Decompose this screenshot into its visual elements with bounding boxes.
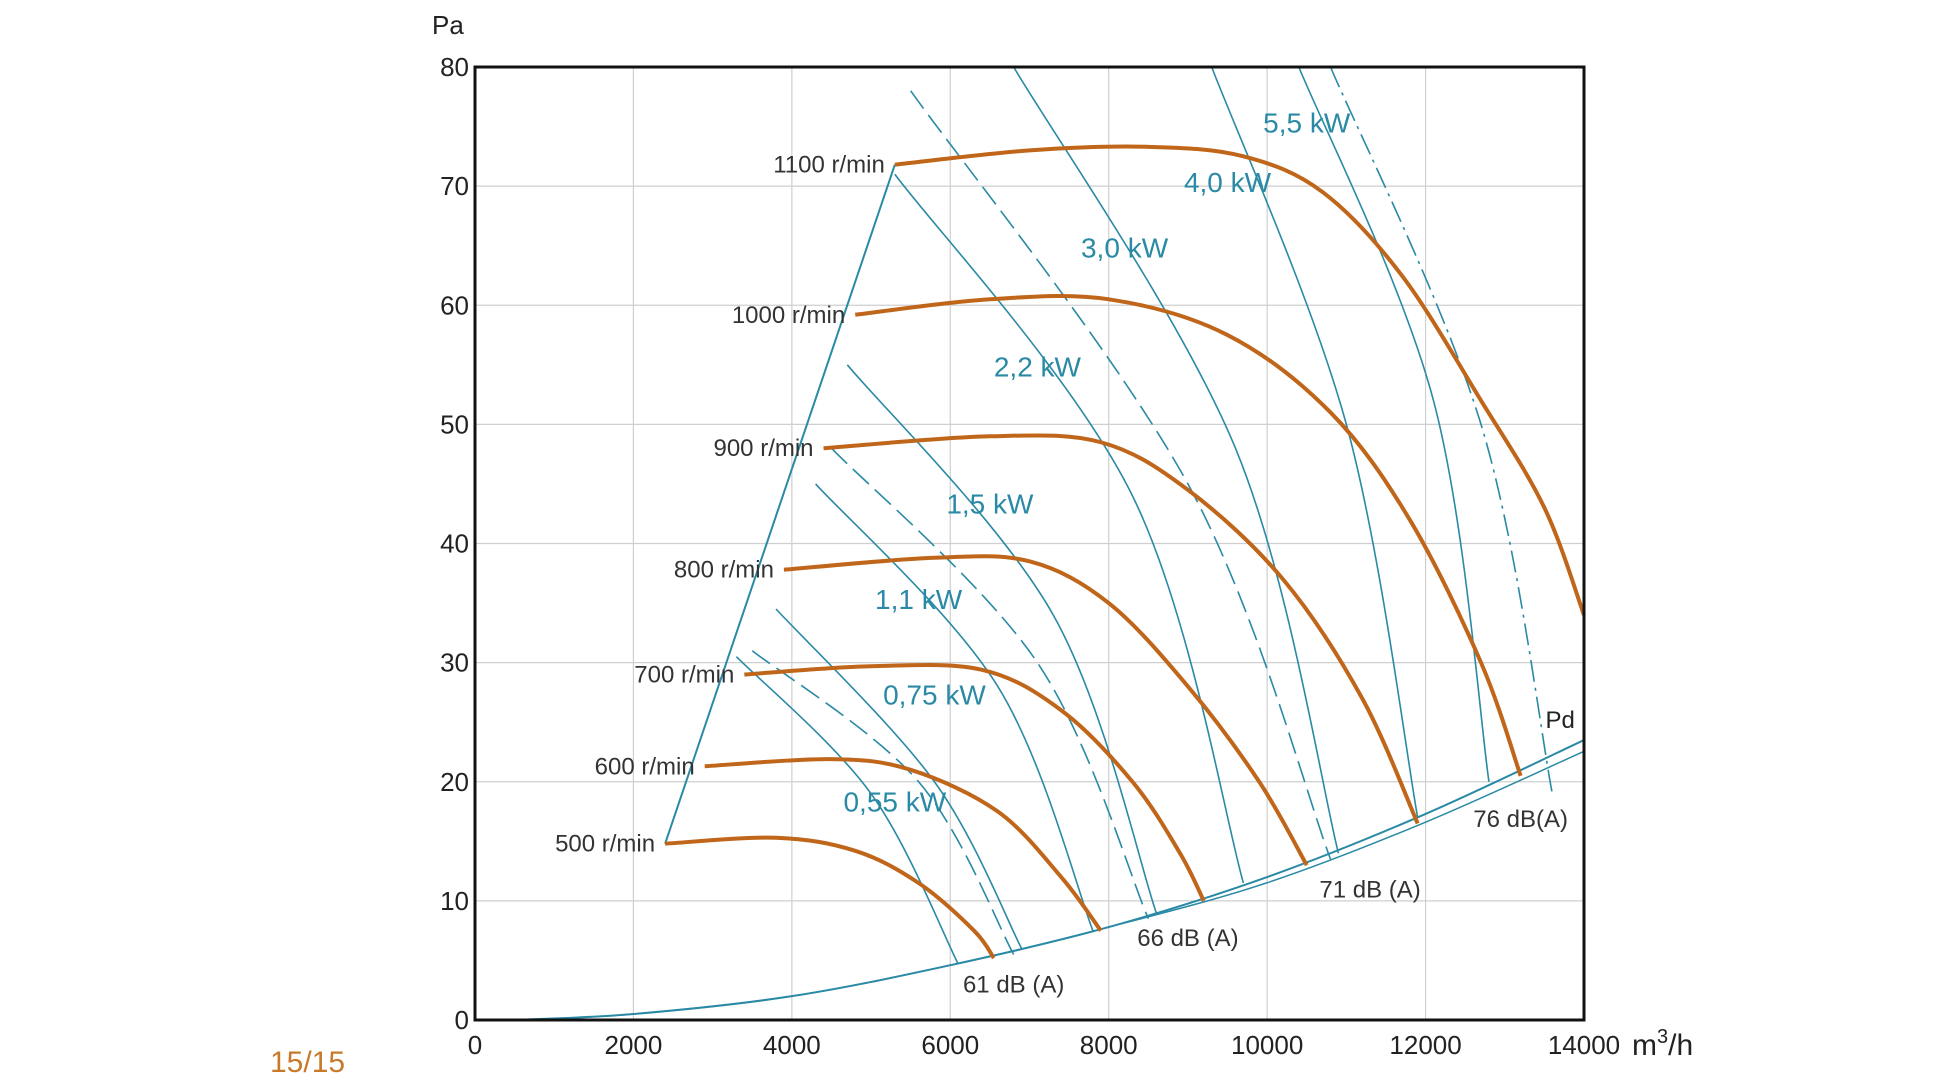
noise-label: 61 dB (A): [963, 972, 1064, 999]
power-label: 3,0 kW: [1081, 233, 1169, 264]
y-tick-label: 0: [455, 1005, 469, 1035]
y-tick-label: 20: [440, 767, 469, 797]
power-label: 1,1 kW: [875, 584, 963, 615]
speed-curve-0: [665, 835, 996, 960]
tick-labels: 0 2000 4000 6000 8000 10000 12000 14000 0 10 20 30 4…: [440, 52, 1620, 1060]
page-number: 15/15: [270, 1046, 346, 1079]
power-curve-2: [815, 483, 1094, 931]
noise-label: 71 dB (A): [1319, 876, 1420, 903]
noise-label: 76 dB(A): [1473, 806, 1568, 833]
noise-curve-0: [751, 650, 1015, 955]
speed-curve-2: [744, 662, 1206, 902]
y-tick-label: 10: [440, 886, 469, 916]
power-curve-5: [1012, 66, 1340, 854]
y-tick-label: 70: [440, 171, 469, 201]
speed-label: 700 r/min: [634, 662, 734, 689]
power-curve-3: [846, 364, 1157, 914]
y-tick-label: 60: [440, 290, 469, 320]
speed-label: 1000 r/min: [732, 302, 845, 329]
power-label: 4,0 kW: [1184, 167, 1272, 198]
speed-label: 900 r/min: [713, 435, 813, 462]
system-curve-pd-secondary: [514, 750, 1585, 1021]
x-tick-label: 6000: [921, 1030, 979, 1060]
system-curve-label: Pd: [1546, 707, 1575, 734]
power-label: 0,55 kW: [843, 787, 946, 818]
curves: [514, 66, 1586, 1021]
power-label: 5,5 kW: [1263, 108, 1351, 139]
x-tick-label: 10000: [1231, 1030, 1303, 1060]
x-tick-label: 4000: [763, 1030, 821, 1060]
speed-curve-3: [783, 554, 1309, 867]
power-curve-7: [1298, 66, 1490, 782]
speed-label: 500 r/min: [555, 831, 655, 858]
y-tick-label: 40: [440, 529, 469, 559]
x-tick-label: 0: [468, 1030, 482, 1060]
x-tick-label: 2000: [605, 1030, 663, 1060]
speed-curve-4: [823, 433, 1420, 825]
y-tick-label: 80: [440, 52, 469, 82]
x-tick-label: 12000: [1389, 1030, 1461, 1060]
y-axis-label: Pa: [432, 10, 464, 40]
speed-curve-6: [894, 144, 1586, 616]
y-tick-label: 50: [440, 409, 469, 439]
speed-label: 800 r/min: [674, 557, 774, 584]
plot-frame: [473, 65, 1586, 1022]
power-curve-0: [735, 656, 959, 965]
speed-label: 1100 r/min: [773, 152, 885, 179]
speed-curve-1: [704, 757, 1103, 932]
power-curve-4: [894, 173, 1245, 884]
noise-curve-3: [1329, 66, 1554, 794]
curve-labels: 500 r/min 600 r/min 700 r/min 800 r/min 900 …: [555, 108, 1575, 999]
speed-curve-5: [855, 294, 1523, 777]
x-axis-label: m3/h: [1632, 1026, 1693, 1062]
x-tick-label: 14000: [1548, 1030, 1620, 1060]
speed-label: 600 r/min: [595, 753, 695, 780]
power-curve-1: [775, 608, 1023, 949]
y-tick-label: 30: [440, 648, 469, 678]
power-label: 1,5 kW: [946, 489, 1034, 520]
noise-curve-1: [830, 447, 1150, 920]
power-label: 2,2 kW: [994, 352, 1082, 383]
x-tick-label: 8000: [1080, 1030, 1138, 1060]
power-label: 0,75 kW: [883, 679, 986, 710]
noise-curve-2: [910, 90, 1332, 860]
peak-efficiency-boundary: [664, 164, 896, 845]
noise-label: 66 dB (A): [1137, 925, 1238, 952]
